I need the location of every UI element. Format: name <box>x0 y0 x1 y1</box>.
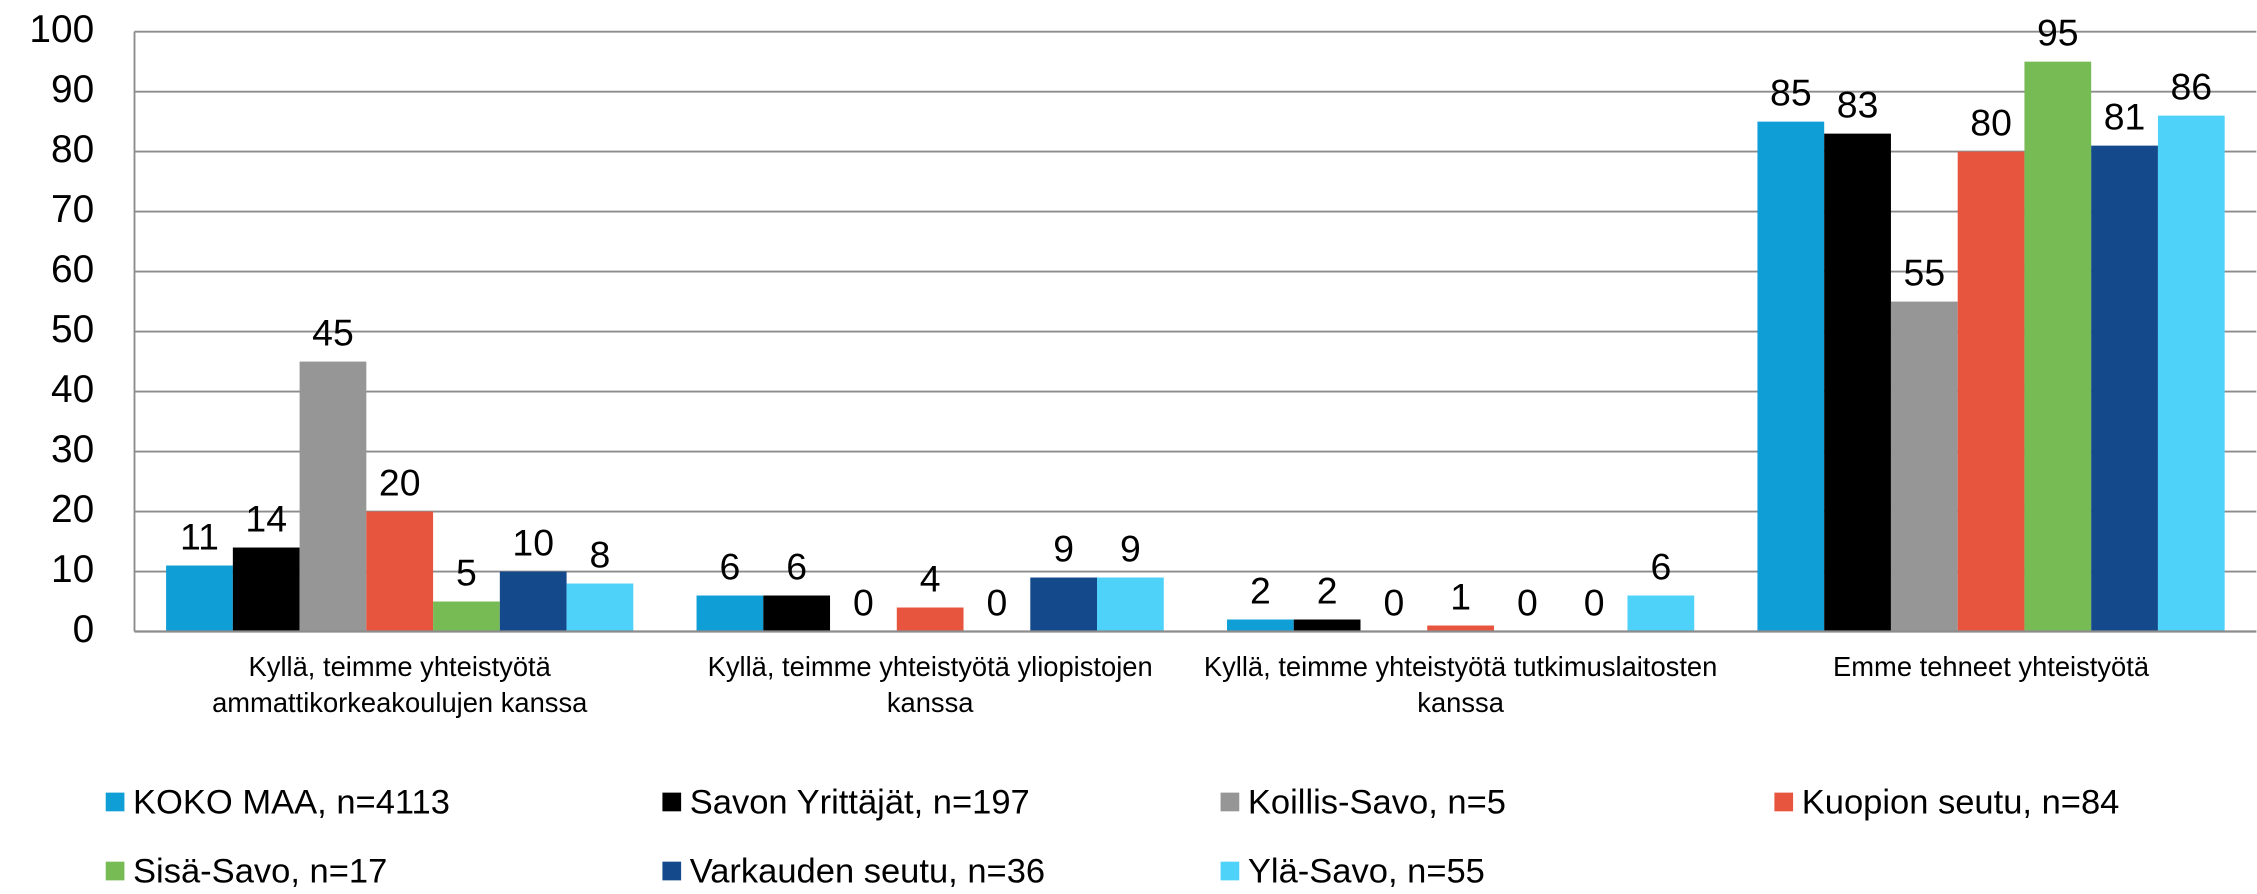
x-tick-label: Kyllä, teimme yhteistyötä ammattikorkeak… <box>212 653 588 720</box>
y-tick-label: 20 <box>51 488 94 531</box>
data-label: 6 <box>786 545 807 587</box>
data-label: 6 <box>720 545 741 587</box>
bar <box>763 595 831 632</box>
data-label: 5 <box>456 551 477 593</box>
data-label: 8 <box>590 533 611 575</box>
data-label: 20 <box>379 462 421 504</box>
data-label: 2 <box>1250 569 1271 611</box>
y-tick-label: 0 <box>73 608 95 651</box>
data-label: 45 <box>312 312 354 354</box>
bar <box>299 361 367 632</box>
bar <box>1097 577 1164 632</box>
data-label: 0 <box>1517 581 1538 623</box>
legend-label: Savon Yrittäjät, n=197 <box>690 783 1030 821</box>
data-label: 9 <box>1120 528 1141 570</box>
data-label: 0 <box>987 581 1008 623</box>
bar <box>433 601 500 632</box>
data-label: 6 <box>1650 545 1671 587</box>
data-label: 11 <box>180 516 219 558</box>
data-label: 10 <box>512 522 554 564</box>
y-tick-label: 80 <box>51 128 94 171</box>
y-tick-label: 100 <box>29 8 94 51</box>
bar <box>1957 151 2025 632</box>
bar <box>1227 619 1294 632</box>
legend-label: Ylä-Savo, n=55 <box>1248 852 1485 889</box>
legend-label: Varkauden seutu, n=36 <box>690 852 1045 889</box>
legend-label: Sisä-Savo, n=17 <box>133 852 387 889</box>
legend-label: Koillis-Savo, n=5 <box>1248 783 1506 821</box>
bar <box>1757 121 1825 632</box>
data-label: 1 <box>1450 575 1471 617</box>
x-tick-label-box: Kyllä, teimme yhteistyötä yliopistojen k… <box>707 653 1153 720</box>
legend-label: Kuopion seutu, n=84 <box>1802 783 2120 821</box>
data-label: 4 <box>920 557 941 599</box>
data-label: 0 <box>1383 581 1404 623</box>
data-label: 86 <box>2171 66 2213 108</box>
data-label: 81 <box>2104 96 2146 138</box>
bar <box>232 547 300 632</box>
bar <box>1293 619 1361 632</box>
y-tick-label: 40 <box>51 368 94 411</box>
data-label: 85 <box>1770 72 1812 114</box>
legend-swatch <box>1220 792 1240 812</box>
legend-swatch <box>105 861 125 881</box>
x-tick-label: Emme tehneet yhteistyötä <box>1833 653 2150 684</box>
x-tick-label: Kyllä, teimme yhteistyötä tutkimuslaitos… <box>1203 653 1718 720</box>
bar <box>1890 301 1958 632</box>
legend-swatch <box>1774 792 1794 812</box>
x-tick-label-box: Kyllä, teimme yhteistyötä ammattikorkeak… <box>212 653 588 720</box>
data-label: 0 <box>1584 581 1605 623</box>
bar <box>1427 625 1494 632</box>
bar <box>696 595 764 632</box>
legend-swatch <box>662 792 682 812</box>
y-tick-label: 50 <box>51 308 94 351</box>
data-label: 9 <box>1053 528 1074 570</box>
bar <box>2091 145 2158 632</box>
data-label: 14 <box>245 498 287 540</box>
bar <box>896 607 964 632</box>
y-tick-label: 90 <box>51 68 94 111</box>
bar <box>566 583 634 632</box>
bar <box>499 571 567 632</box>
legend-swatch <box>662 861 682 881</box>
legend-swatch <box>1220 861 1240 881</box>
bar <box>166 565 233 632</box>
y-tick-label: 30 <box>51 428 94 471</box>
legend-label: KOKO MAA, n=4113 <box>133 783 450 821</box>
y-tick-label: 70 <box>51 188 94 231</box>
data-label: 0 <box>853 581 874 623</box>
legend-swatch <box>105 792 125 812</box>
data-label: 83 <box>1837 84 1879 126</box>
x-tick-label-box: Kyllä, teimme yhteistyötä tutkimuslaitos… <box>1203 653 1718 720</box>
data-label: 80 <box>1970 102 2012 144</box>
y-tick-label: 10 <box>51 548 94 591</box>
data-label: 95 <box>2037 12 2079 54</box>
bar <box>1627 595 1695 632</box>
data-label: 2 <box>1317 569 1338 611</box>
bar <box>2157 115 2225 632</box>
bar <box>1824 133 1891 632</box>
bar <box>1030 577 1098 632</box>
x-tick-label-box: Emme tehneet yhteistyötä <box>1833 653 2150 684</box>
y-tick-label: 60 <box>51 248 94 291</box>
data-label: 55 <box>1904 252 1946 294</box>
x-tick-label: Kyllä, teimme yhteistyötä yliopistojen k… <box>707 653 1153 720</box>
bar <box>2024 61 2092 632</box>
bar <box>366 511 434 632</box>
